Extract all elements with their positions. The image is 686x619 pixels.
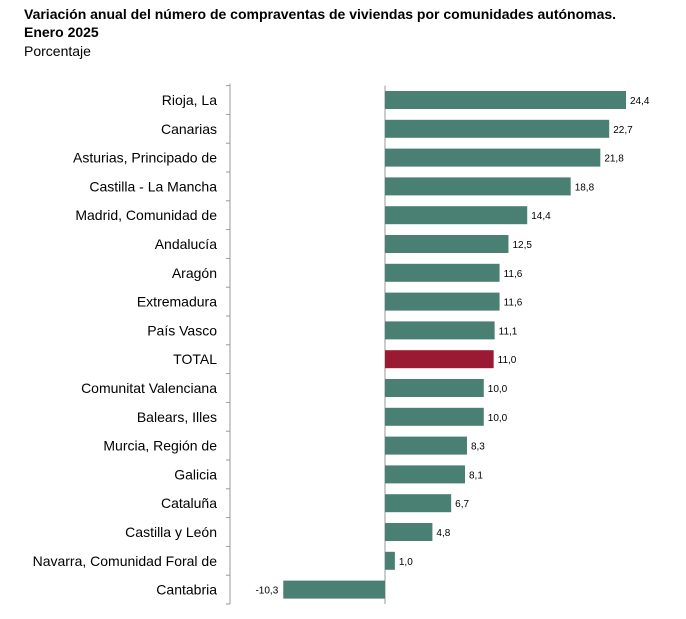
- category-label: Rioja, La: [162, 92, 217, 108]
- data-label: 21,8: [604, 154, 624, 165]
- chart-subtitle: Porcentaje: [24, 43, 91, 59]
- data-label: 11,6: [504, 298, 523, 309]
- bar: [385, 119, 610, 138]
- data-label: 8,1: [469, 470, 483, 481]
- data-label: 14,4: [531, 211, 551, 222]
- category-label: Navarra, Comunidad Foral de: [33, 553, 218, 569]
- data-label: 11,1: [499, 326, 518, 337]
- chart-title-line2: Enero 2025: [24, 24, 99, 40]
- category-label: Extremadura: [137, 294, 217, 310]
- bar: [385, 465, 466, 484]
- data-label: 18,8: [575, 182, 595, 193]
- data-label: 22,7: [613, 125, 633, 136]
- data-label: 11,6: [504, 269, 523, 280]
- category-label: Balears, Illes: [137, 409, 217, 425]
- bar: [385, 350, 494, 369]
- bar: [385, 379, 484, 397]
- category-label: País Vasco: [147, 322, 217, 338]
- bar: [385, 292, 500, 311]
- bar: [385, 177, 571, 196]
- bar: [385, 263, 500, 282]
- category-label: Aragón: [172, 265, 217, 281]
- category-label: Murcia, Región de: [103, 438, 217, 454]
- data-label: 10,0: [488, 384, 508, 395]
- category-label: Cataluña: [161, 495, 217, 511]
- category-label: Madrid, Comunidad de: [75, 207, 217, 223]
- category-label: TOTAL: [173, 351, 217, 367]
- data-label: 4,8: [436, 528, 450, 539]
- bar: [385, 321, 495, 340]
- data-label: 1,0: [399, 557, 413, 568]
- bar: [385, 206, 528, 225]
- chart-title-line1: Variación anual del número de compravent…: [24, 6, 617, 22]
- category-label: Castilla - La Mancha: [89, 178, 217, 194]
- bar: [283, 580, 385, 599]
- category-label: Canarias: [161, 121, 217, 137]
- bar: [385, 235, 509, 253]
- data-label: 6,7: [455, 499, 469, 510]
- data-label: 11,0: [498, 355, 517, 366]
- data-label: 12,5: [512, 240, 532, 251]
- category-label: Cantabria: [156, 582, 217, 598]
- category-label: Asturias, Principado de: [73, 150, 217, 166]
- data-label: 10,0: [488, 413, 508, 424]
- bar: [385, 551, 395, 570]
- data-label: 24,4: [630, 96, 650, 107]
- data-label: 8,3: [471, 442, 485, 453]
- category-label: Andalucía: [155, 236, 217, 252]
- bar: [385, 407, 484, 426]
- bar: [385, 91, 626, 109]
- data-label: -10,3: [255, 586, 278, 597]
- chart-title: Variación anual del número de compravent…: [24, 5, 616, 41]
- category-label: Castilla y León: [125, 524, 217, 540]
- bar: [385, 148, 601, 167]
- bar: [385, 523, 433, 541]
- bar: [385, 436, 467, 455]
- category-label: Galicia: [174, 466, 217, 482]
- category-label: Comunitat Valenciana: [81, 380, 217, 396]
- bar: [385, 494, 452, 513]
